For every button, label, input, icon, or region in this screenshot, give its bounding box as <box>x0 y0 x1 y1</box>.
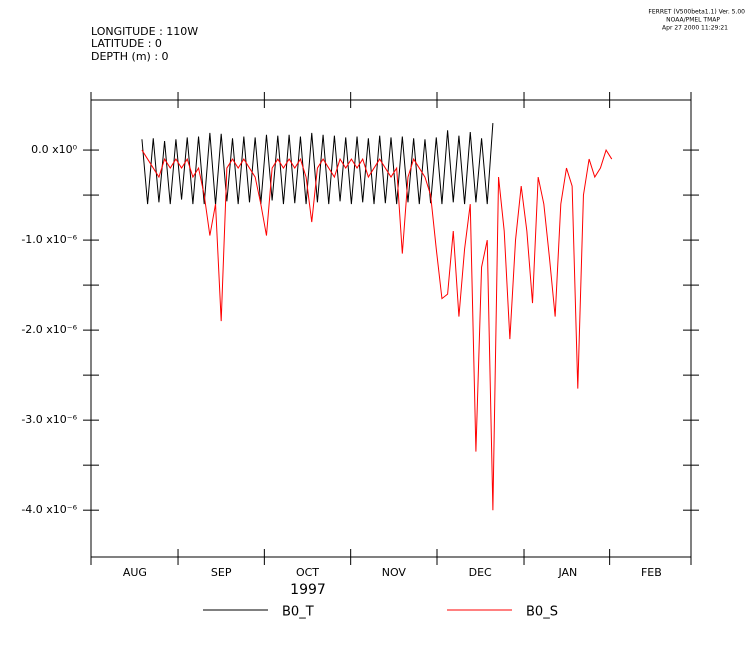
y-tick-label: -2.0 x10⁻⁶ <box>21 323 77 336</box>
stamp: Apr 27 2000 11:29:21 <box>662 25 728 32</box>
y-tick-label: -4.0 x10⁻⁶ <box>21 503 77 516</box>
stamp: NOAA/PMEL TMAP <box>666 17 720 24</box>
y-tick-label: -1.0 x10⁻⁶ <box>21 233 77 246</box>
header-line: LATITUDE : 0 <box>91 37 162 50</box>
legend-label: B0_T <box>282 605 314 620</box>
x-tick-label: DEC <box>469 566 492 579</box>
header-line: LONGITUDE : 110W <box>91 25 198 38</box>
x-tick-label: FEB <box>641 566 662 579</box>
x-tick-label: SEP <box>211 566 232 579</box>
x-axis-label: 1997 <box>290 582 326 598</box>
x-tick-label: NOV <box>382 566 407 579</box>
plot-frame <box>90 99 692 558</box>
x-tick-label: JAN <box>557 566 577 579</box>
x-tick-label: AUG <box>123 566 147 579</box>
stamp: FERRET (V500beta1.1) Ver. 5.00 <box>648 9 745 16</box>
series-line <box>141 148 613 511</box>
x-tick-label: OCT <box>296 566 319 579</box>
y-tick-label: -3.0 x10⁻⁶ <box>21 413 77 426</box>
y-tick-label: 0.0 x10⁰ <box>31 143 77 156</box>
header-line: DEPTH (m) : 0 <box>91 50 169 63</box>
legend-label: B0_S <box>526 605 558 620</box>
series-line <box>141 123 494 206</box>
